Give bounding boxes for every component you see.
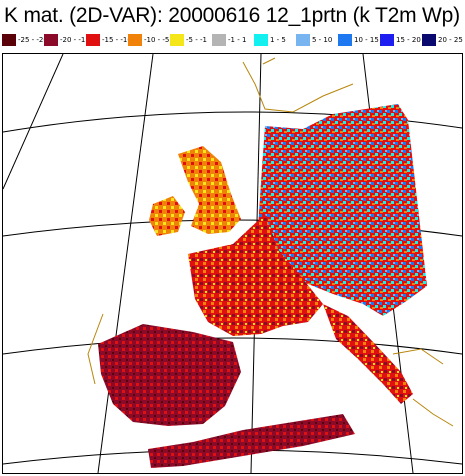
legend-item: -25 - -20 — [2, 33, 48, 47]
legend-label: 20 - 25 — [438, 36, 463, 44]
legend-swatch — [128, 34, 142, 46]
legend-swatch — [212, 34, 226, 46]
legend-swatch — [254, 34, 268, 46]
map-title: K mat. (2D-VAR): 20000616 12_1prtn (k T2… — [4, 4, 460, 27]
legend-item: 10 - 15 — [338, 33, 380, 47]
legend-swatch — [44, 34, 58, 46]
legend-label: 5 - 10 — [312, 36, 333, 44]
legend-item: 5 - 10 — [296, 33, 338, 47]
map-panel — [2, 53, 463, 474]
legend-swatch — [2, 34, 16, 46]
legend-item: 1 - 5 — [254, 33, 296, 47]
legend-label: 10 - 15 — [354, 36, 379, 44]
legend-swatch — [422, 34, 436, 46]
data-field-central-europe — [188, 104, 427, 336]
legend-swatch — [296, 34, 310, 46]
legend-swatch — [380, 34, 394, 46]
map-canvas — [3, 54, 462, 473]
data-field-italy — [323, 304, 413, 404]
legend-item: -5 - -1 — [170, 33, 212, 47]
legend-label: -20 - -15 — [60, 36, 90, 44]
data-field-north-africa — [148, 414, 355, 468]
legend-item: -20 - -15 — [44, 33, 90, 47]
legend-swatch — [86, 34, 100, 46]
legend-swatch — [338, 34, 352, 46]
legend-label: 1 - 5 — [270, 36, 286, 44]
legend-item: 20 - 25 — [422, 33, 464, 47]
legend-label: -25 - -20 — [18, 36, 48, 44]
legend-item: -10 - -5 — [128, 33, 170, 47]
legend-label: -15 - -10 — [102, 36, 132, 44]
legend-item: -15 - -10 — [86, 33, 132, 47]
color-legend: -25 - -20 -20 - -15 -15 - -10 -10 - -5 -5 - … — [2, 33, 464, 49]
legend-label: -1 - 1 — [228, 36, 247, 44]
legend-item: 15 - 20 — [380, 33, 422, 47]
data-field-british-isles — [149, 146, 241, 236]
data-field-iberia — [98, 324, 241, 426]
legend-label: -5 - -1 — [186, 36, 207, 44]
legend-item: -1 - 1 — [212, 33, 254, 47]
legend-label: -10 - -5 — [144, 36, 170, 44]
legend-label: 15 - 20 — [396, 36, 421, 44]
legend-swatch — [170, 34, 184, 46]
coastlines — [87, 57, 454, 427]
